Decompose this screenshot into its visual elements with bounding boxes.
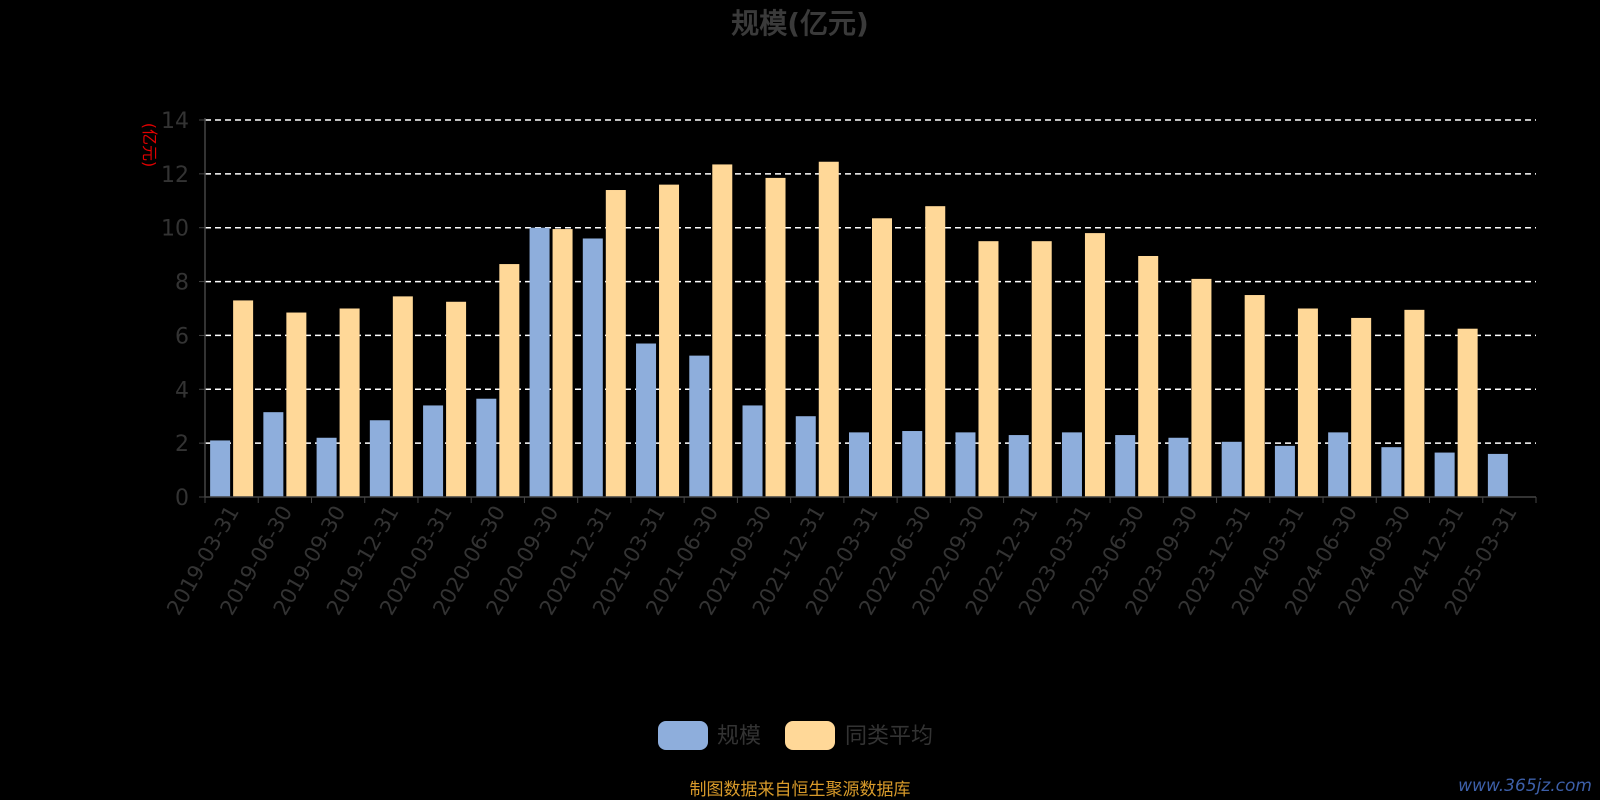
bar-scale [529,227,550,497]
y-tick-label: 2 [175,432,189,457]
bar-scale [636,343,657,497]
legend-swatch-peer-average[interactable] [785,721,835,750]
chart-title: 规模(亿元) [731,7,869,40]
bar-peer-average [446,301,467,497]
y-tick-label: 12 [161,163,189,188]
grid [205,119,1536,444]
bar-scale [742,405,763,497]
bar-scale [849,432,869,497]
legend-swatch-scale[interactable] [658,721,708,750]
y-tick-label: 14 [161,109,189,134]
bar-scale [1487,453,1508,497]
y-tick-label: 4 [175,378,189,403]
legend[interactable]: 规模 同类平均 [658,721,933,750]
bar-scale [582,238,603,497]
bar-scale [1168,437,1189,497]
bar-peer-average [286,312,307,497]
bar-peer-average [659,184,680,497]
axes: 024681012142019-03-312019-06-302019-09-3… [161,109,1537,619]
bar-peer-average [1457,328,1478,497]
bar-scale [1221,441,1242,497]
bar-peer-average [1031,241,1052,497]
bar-peer-average [1297,308,1318,497]
bar-scale [1061,432,1082,497]
y-tick-label: 0 [175,486,189,511]
bar-peer-average [818,161,839,497]
watermark: www.365jz.com [1458,776,1592,796]
data-source-note: 制图数据来自恒生聚源数据库 [690,780,911,800]
bar-peer-average [1191,278,1212,497]
bar-peer-average [765,177,786,497]
bar-scale [316,437,337,497]
legend-label-peer-average[interactable]: 同类平均 [845,724,933,749]
bar-scale [1328,432,1349,497]
bar-scale [902,431,923,497]
bar-peer-average [339,308,360,497]
bar-peer-average [1084,233,1105,497]
bar-scale [955,432,976,497]
bar-scale [1434,452,1455,497]
y-tick-label: 8 [175,271,189,296]
bar-peer-average [872,218,892,497]
bar-scale [423,405,444,497]
bar-peer-average [1404,309,1425,497]
bar-scale [476,398,497,497]
bar-scale [1008,435,1029,497]
bar-peer-average [552,229,573,497]
bar-peer-average [605,190,626,497]
bar-peer-average [392,296,413,497]
bar-peer-average [978,241,999,497]
y-axis-unit-label: (亿元) [140,123,159,168]
bar-scale [1381,447,1402,497]
bar-scale [1274,445,1295,497]
bar-peer-average [499,264,520,497]
bar-peer-average [712,164,733,498]
y-tick-label: 10 [161,217,189,242]
bar-scale [263,412,284,497]
bar-peer-average [925,206,946,497]
bar-scale [689,355,710,497]
bar-peer-average [1244,295,1265,497]
legend-label-scale[interactable]: 规模 [717,724,761,749]
bar-scale [369,420,390,497]
bar-scale [795,416,816,497]
y-tick-label: 6 [175,324,189,349]
bar-scale [1115,435,1136,497]
bar-peer-average [233,300,254,497]
bar-scale [210,440,231,497]
bars [210,161,1508,498]
bar-peer-average [1138,255,1159,497]
bar-peer-average [1351,317,1372,497]
